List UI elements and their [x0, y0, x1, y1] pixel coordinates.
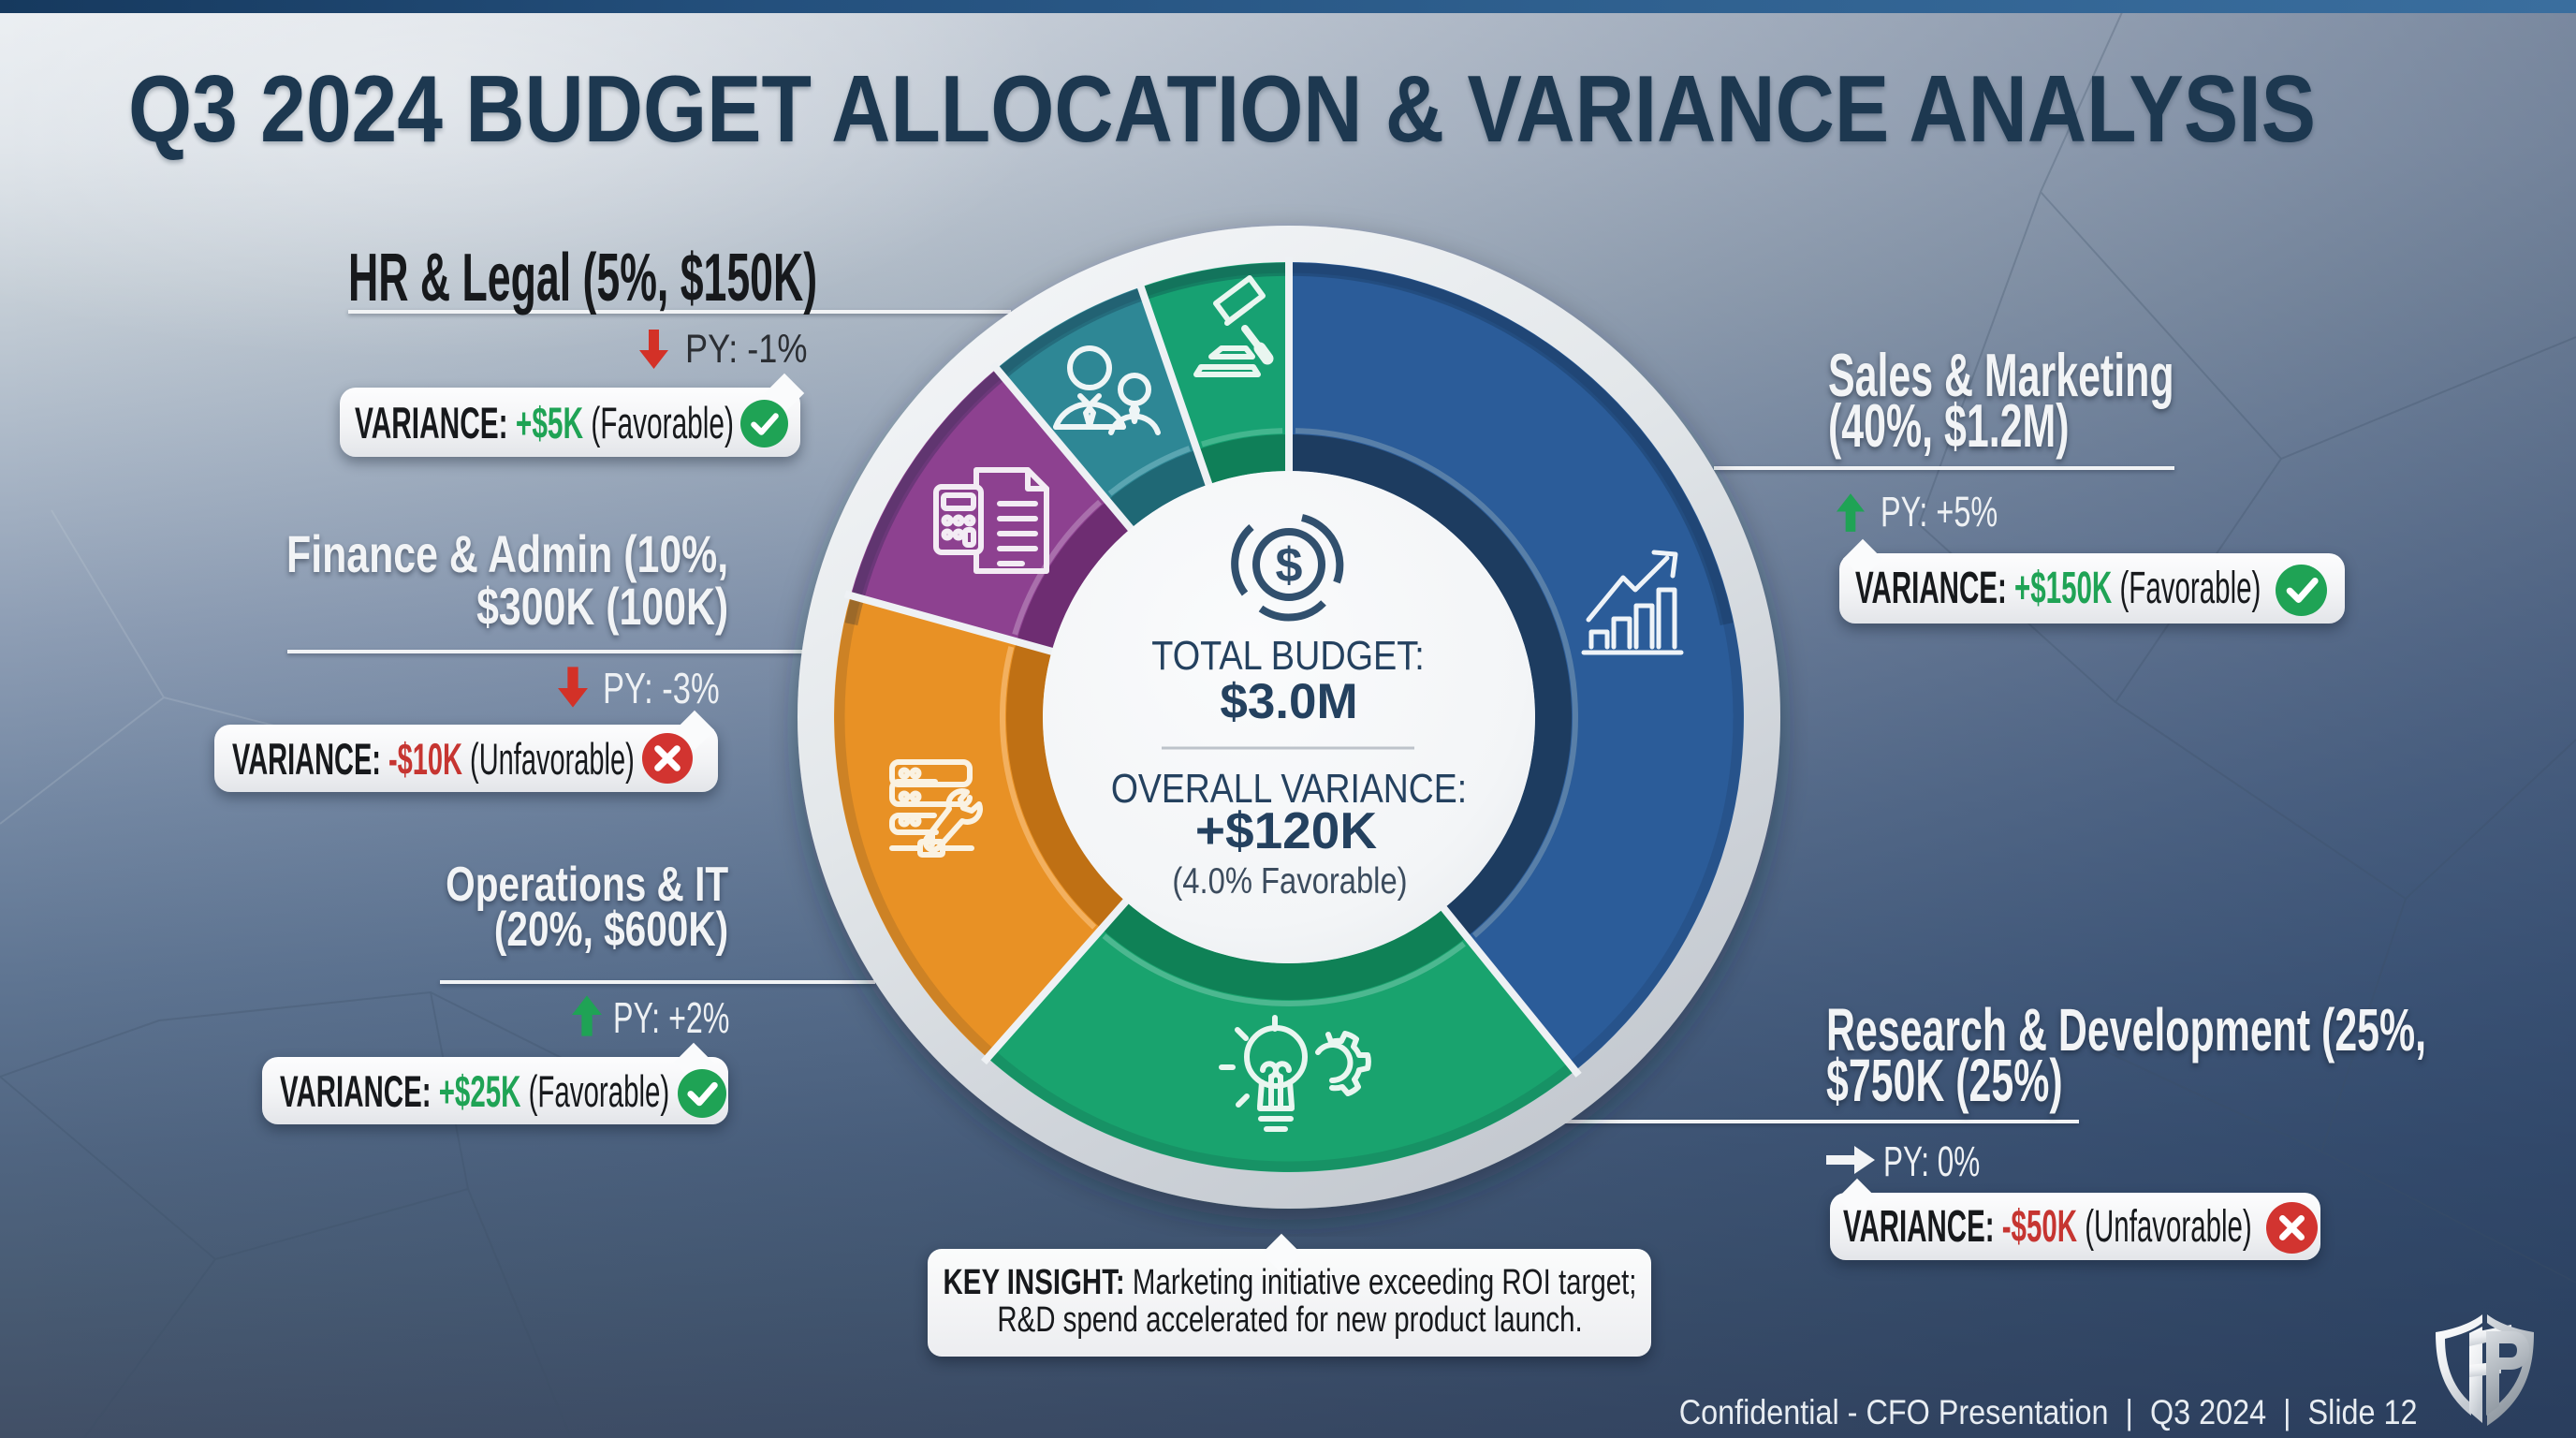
svg-text:$3.0M: $3.0M	[1220, 674, 1357, 729]
svg-text:TOTAL BUDGET:: TOTAL BUDGET:	[1151, 632, 1424, 678]
svg-text:OVERALL VARIANCE:: OVERALL VARIANCE:	[1111, 765, 1467, 812]
svg-text:$: $	[1276, 538, 1303, 593]
svg-text:(4.0% Favorable): (4.0% Favorable)	[1172, 859, 1407, 901]
svg-text:+$120K: +$120K	[1195, 801, 1377, 859]
